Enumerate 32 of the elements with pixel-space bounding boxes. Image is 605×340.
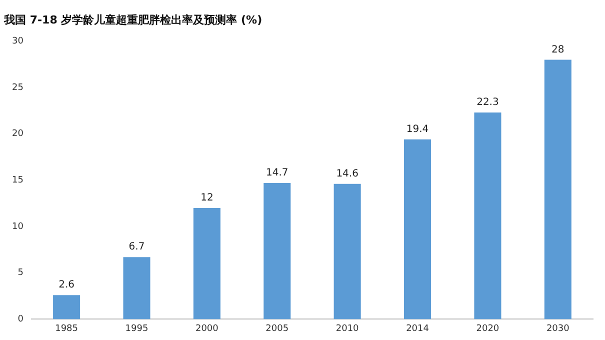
y-tick-label: 15 <box>12 176 24 186</box>
y-tick-label: 30 <box>12 36 24 47</box>
data-label: 6.7 <box>128 242 145 253</box>
bar <box>264 182 291 320</box>
bar <box>193 208 220 320</box>
y-tick-label: 5 <box>18 268 24 278</box>
bar <box>474 112 502 320</box>
data-label: 28 <box>552 44 564 56</box>
chart-title: 我国 7-18 岁学龄儿童超重肥胖检出率及预测率 (%) <box>3 13 262 26</box>
y-tick-label: 25 <box>12 82 24 93</box>
data-label: 12 <box>200 192 214 204</box>
data-label: 22.3 <box>476 97 499 108</box>
data-label: 14.6 <box>336 168 358 180</box>
x-tick-label: 2020 <box>476 324 500 334</box>
y-tick-label: 20 <box>12 129 24 140</box>
bar <box>404 139 432 320</box>
data-label: 19.4 <box>406 124 429 136</box>
x-tick-label: 2005 <box>266 324 289 334</box>
x-tick-label: 1995 <box>125 324 148 334</box>
bar <box>334 184 361 320</box>
data-label: 14.7 <box>266 168 288 179</box>
x-tick-label: 2014 <box>406 324 430 334</box>
x-tick-label: 2010 <box>336 324 360 334</box>
bar <box>53 295 80 320</box>
x-tick-label: 1985 <box>55 324 78 334</box>
bar <box>544 60 572 320</box>
bar <box>123 257 150 320</box>
x-tick-label: 2030 <box>546 324 570 334</box>
x-tick-label: 2000 <box>195 324 219 334</box>
y-tick-label: 10 <box>12 222 24 232</box>
data-label: 2.6 <box>58 280 74 291</box>
y-tick-label: 0 <box>18 314 24 325</box>
